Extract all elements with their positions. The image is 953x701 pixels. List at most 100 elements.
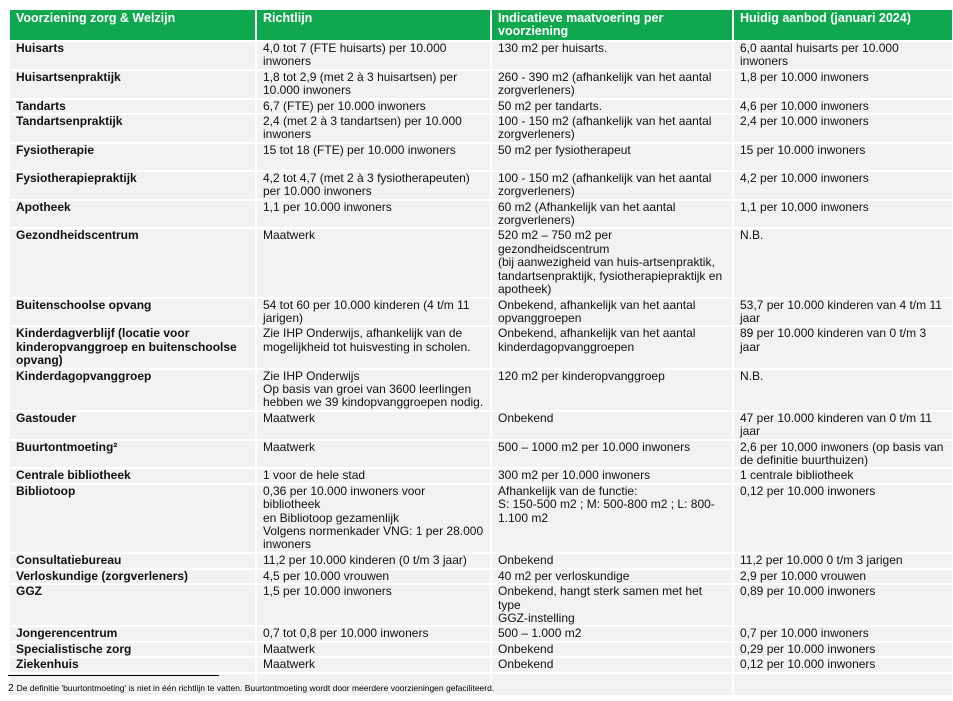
cell-voorziening: Buitenschoolse opvang xyxy=(8,296,257,328)
table-row: Huisarts 4,0 tot 7 (FTE huisarts) per 10.… xyxy=(8,40,953,71)
cell-maatvoering: Onbekend, afhankelijk van het aantal kin… xyxy=(490,325,734,370)
cell-maatvoering: Onbekend xyxy=(490,656,734,674)
cell-maatvoering xyxy=(490,671,734,697)
cell-maatvoering: Onbekend, afhankelijk van het aantal opv… xyxy=(490,296,734,328)
cell-voorziening: Fysiotherapiepraktijk xyxy=(8,169,257,201)
cell-huidig-aanbod xyxy=(732,671,953,697)
cell-voorziening: Gezondheidscentrum xyxy=(8,227,257,299)
table-row: Tandartsenpraktijk 2,4 (met 2 à 3 tandart… xyxy=(8,113,953,144)
cell-voorziening: Gastouder xyxy=(8,409,257,441)
footnote-number: 2 xyxy=(8,683,14,694)
cell-voorziening: Jongerencentrum xyxy=(8,625,257,643)
table-row: Verloskundige (zorgverleners) 4,5 per 10.… xyxy=(8,567,953,586)
table-row: Consultatiebureau 11,2 per 10.000 kindere… xyxy=(8,551,953,570)
cell-huidig-aanbod: 15 per 10.000 inwoners xyxy=(732,141,953,172)
cell-maatvoering: Onbekend, hangt sterk samen met het type… xyxy=(490,583,734,628)
cell-voorziening: Ziekenhuis xyxy=(8,656,257,674)
cell-huidig-aanbod: 0,89 per 10.000 inwoners xyxy=(732,583,953,628)
cell-voorziening: Bibliotoop xyxy=(8,482,257,554)
table-row: Bibliotoop 0,36 per 10.000 inwoners voor … xyxy=(8,482,953,554)
table-row: Kinderdagopvanggroep Zie IHP Onderwijs Op… xyxy=(8,367,953,412)
footnote: 2 De definitie 'buurtontmoeting' is niet … xyxy=(8,683,494,694)
cell-voorziening: Specialistische zorg xyxy=(8,640,257,659)
cell-richtlijn: 54 tot 60 per 10.000 kinderen (4 t/m 11 … xyxy=(255,296,492,328)
cell-huidig-aanbod: 47 per 10.000 kinderen van 0 t/m 11 jaar xyxy=(732,409,953,441)
cell-richtlijn: 11,2 per 10.000 kinderen (0 t/m 3 jaar) xyxy=(255,551,492,570)
cell-maatvoering: 120 m2 per kinderopvanggroep xyxy=(490,367,734,412)
cell-richtlijn: Zie IHP Onderwijs Op basis van groei van… xyxy=(255,367,492,412)
cell-voorziening: Fysiotherapie xyxy=(8,141,257,172)
cell-maatvoering: 50 m2 per fysiotherapeut xyxy=(490,141,734,172)
cell-huidig-aanbod: 1,8 per 10.000 inwoners xyxy=(732,68,953,100)
cell-maatvoering: Onbekend xyxy=(490,409,734,441)
table-row: Ziekenhuis Maatwerk Onbekend 0,12 per 10.00… xyxy=(8,656,953,674)
table-row: Jongerencentrum 0,7 tot 0,8 per 10.000 in… xyxy=(8,625,953,643)
cell-huidig-aanbod: 1,1 per 10.000 inwoners xyxy=(732,198,953,230)
cell-richtlijn: Zie IHP Onderwijs, afhankelijk van de mo… xyxy=(255,325,492,370)
cell-richtlijn: Maatwerk xyxy=(255,438,492,470)
table-row: Gezondheidscentrum Maatwerk 520 m2 – 750 m… xyxy=(8,227,953,299)
cell-huidig-aanbod: 4,6 per 10.000 inwoners xyxy=(732,97,953,116)
cell-huidig-aanbod: 2,6 per 10.000 inwoners (op basis van de… xyxy=(732,438,953,470)
cell-richtlijn: 4,5 per 10.000 vrouwen xyxy=(255,567,492,586)
cell-huidig-aanbod: 53,7 per 10.000 kinderen van 4 t/m 11 ja… xyxy=(732,296,953,328)
cell-maatvoering: Afhankelijk van de functie: S: 150-500 m… xyxy=(490,482,734,554)
cell-huidig-aanbod: 4,2 per 10.000 inwoners xyxy=(732,169,953,201)
table-row: Buurtontmoeting² Maatwerk 500 – 1000 m2 pe… xyxy=(8,438,953,470)
cell-richtlijn: 4,2 tot 4,7 (met 2 à 3 fysiotherapeuten)… xyxy=(255,169,492,201)
cell-maatvoering: Onbekend xyxy=(490,551,734,570)
cell-maatvoering: 300 m2 per 10.000 inwoners xyxy=(490,467,734,485)
cell-huidig-aanbod: N.B. xyxy=(732,227,953,299)
cell-huidig-aanbod: 1 centrale bibliotheek xyxy=(732,467,953,485)
cell-maatvoering: 520 m2 – 750 m2 per gezondheidscentrum (… xyxy=(490,227,734,299)
header-row: Voorziening zorg & Welzijn Richtlijn Ind… xyxy=(8,8,953,42)
cell-huidig-aanbod: N.B. xyxy=(732,367,953,412)
table-row: Tandarts 6,7 (FTE) per 10.000 inwoners 50 … xyxy=(8,97,953,116)
cell-maatvoering: 60 m2 (Afhankelijk van het aantal zorgve… xyxy=(490,198,734,230)
cell-richtlijn: Maatwerk xyxy=(255,640,492,659)
cell-voorziening: Consultatiebureau xyxy=(8,551,257,570)
cell-maatvoering: 500 – 1000 m2 per 10.000 inwoners xyxy=(490,438,734,470)
cell-richtlijn: Maatwerk xyxy=(255,656,492,674)
cell-huidig-aanbod: 89 per 10.000 kinderen van 0 t/m 3 jaar xyxy=(732,325,953,370)
footnote-separator xyxy=(8,675,219,676)
cell-richtlijn: 15 tot 18 (FTE) per 10.000 inwoners xyxy=(255,141,492,172)
cell-voorziening: Huisarts xyxy=(8,40,257,71)
cell-richtlijn: 0,7 tot 0,8 per 10.000 inwoners xyxy=(255,625,492,643)
cell-richtlijn: 0,36 per 10.000 inwoners voor bibliothee… xyxy=(255,482,492,554)
table-row: Buitenschoolse opvang 54 tot 60 per 10.00… xyxy=(8,296,953,328)
cell-maatvoering: 50 m2 per tandarts. xyxy=(490,97,734,116)
cell-maatvoering: 40 m2 per verloskundige xyxy=(490,567,734,586)
cell-voorziening: Huisartsenpraktijk xyxy=(8,68,257,100)
cell-richtlijn: 1,8 tot 2,9 (met 2 à 3 huisartsen) per 1… xyxy=(255,68,492,100)
table-row: Fysiotherapie 15 tot 18 (FTE) per 10.000 … xyxy=(8,141,953,172)
voorzieningen-table: Voorziening zorg & Welzijn Richtlijn Ind… xyxy=(8,8,953,697)
cell-maatvoering: Onbekend xyxy=(490,640,734,659)
cell-huidig-aanbod: 0,29 per 10.000 inwoners xyxy=(732,640,953,659)
cell-voorziening: Kinderdagopvanggroep xyxy=(8,367,257,412)
cell-richtlijn: 1 voor de hele stad xyxy=(255,467,492,485)
cell-richtlijn: Maatwerk xyxy=(255,227,492,299)
table-row: Centrale bibliotheek 1 voor de hele stad 3… xyxy=(8,467,953,485)
cell-huidig-aanbod: 2,9 per 10.000 vrouwen xyxy=(732,567,953,586)
cell-richtlijn: Maatwerk xyxy=(255,409,492,441)
cell-huidig-aanbod: 11,2 per 10.000 0 t/m 3 jarigen xyxy=(732,551,953,570)
cell-richtlijn: 2,4 (met 2 à 3 tandartsen) per 10.000 in… xyxy=(255,113,492,144)
cell-maatvoering: 500 – 1.000 m2 xyxy=(490,625,734,643)
cell-voorziening: Verloskundige (zorgverleners) xyxy=(8,567,257,586)
cell-voorziening: Centrale bibliotheek xyxy=(8,467,257,485)
cell-huidig-aanbod: 6,0 aantal huisarts per 10.000 inwoners xyxy=(732,40,953,71)
table-row: Gastouder Maatwerk Onbekend 47 per 10.000 k… xyxy=(8,409,953,441)
table-row: Apotheek 1,1 per 10.000 inwoners 60 m2 (Af… xyxy=(8,198,953,230)
cell-richtlijn: 6,7 (FTE) per 10.000 inwoners xyxy=(255,97,492,116)
table-row: GGZ 1,5 per 10.000 inwoners Onbekend, hang… xyxy=(8,583,953,628)
table-row: Kinderdagverblijf (locatie voor kinderop… xyxy=(8,325,953,370)
cell-voorziening: Tandarts xyxy=(8,97,257,116)
cell-maatvoering: 100 - 150 m2 (afhankelijk van het aantal… xyxy=(490,169,734,201)
table-row: Specialistische zorg Maatwerk Onbekend 0,29… xyxy=(8,640,953,659)
cell-huidig-aanbod: 0,12 per 10.000 inwoners xyxy=(732,656,953,674)
table-row: Huisartsenpraktijk 1,8 tot 2,9 (met 2 à 3… xyxy=(8,68,953,100)
cell-maatvoering: 100 - 150 m2 (afhankelijk van het aantal… xyxy=(490,113,734,144)
cell-voorziening: Buurtontmoeting² xyxy=(8,438,257,470)
footnote-text: De definitie 'buurtontmoeting' is niet i… xyxy=(16,683,495,693)
